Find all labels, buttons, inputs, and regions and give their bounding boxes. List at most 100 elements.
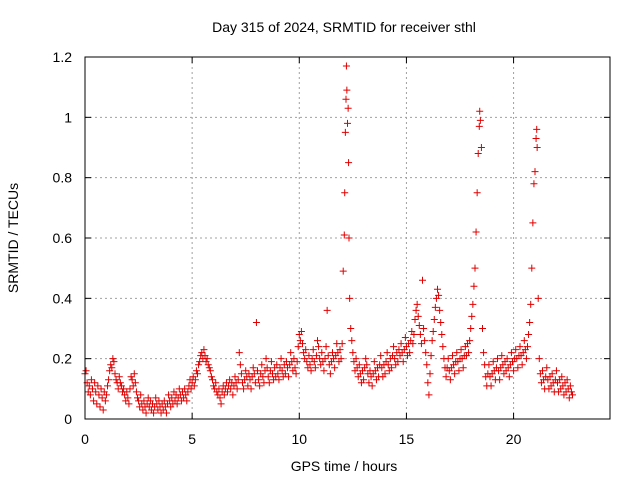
data-point — [455, 367, 463, 375]
y-tick-label: 0 — [64, 411, 72, 427]
data-point — [531, 168, 539, 176]
data-point — [429, 328, 437, 336]
data-point — [411, 315, 419, 323]
data-point — [347, 325, 355, 332]
data-point — [437, 318, 445, 326]
data-point — [337, 355, 345, 363]
data-point — [240, 385, 248, 393]
data-point — [567, 388, 575, 396]
data-point — [505, 373, 513, 381]
data-point — [459, 364, 467, 372]
data-point — [425, 391, 433, 399]
x-tick-label: 15 — [399, 431, 415, 447]
data-point — [342, 95, 350, 103]
data-point — [339, 267, 347, 275]
data-point — [91, 379, 99, 387]
data-point — [302, 346, 310, 354]
data-point — [92, 388, 100, 396]
data-point — [120, 385, 128, 393]
data-point — [128, 376, 136, 384]
data-point — [421, 337, 429, 345]
data-point — [278, 367, 286, 375]
y-tick-label: 0.8 — [53, 170, 73, 186]
data-point — [187, 385, 195, 393]
data-point — [98, 394, 106, 402]
data-point — [532, 134, 540, 142]
data-point — [110, 358, 118, 366]
data-point — [473, 189, 481, 197]
data-point — [430, 315, 438, 323]
data-point — [82, 367, 90, 375]
data-point — [494, 355, 501, 363]
data-point — [274, 370, 282, 378]
data-point — [207, 373, 215, 381]
data-point — [503, 355, 511, 363]
data-point — [512, 346, 520, 354]
data-point — [529, 219, 537, 227]
data-point — [123, 388, 131, 396]
data-point — [341, 128, 349, 136]
data-point — [140, 397, 148, 405]
data-point — [434, 285, 441, 293]
data-point — [368, 382, 376, 390]
data-point — [406, 349, 414, 357]
data-point — [195, 361, 203, 369]
data-point — [231, 373, 239, 381]
data-point — [173, 400, 181, 408]
data-point — [181, 385, 189, 393]
data-point — [297, 328, 305, 336]
data-point — [235, 349, 243, 357]
data-point — [162, 409, 170, 417]
data-point — [108, 364, 116, 372]
data-point — [496, 376, 504, 384]
data-point — [124, 394, 132, 402]
data-point — [307, 367, 315, 375]
data-point — [485, 361, 493, 369]
data-point — [244, 382, 252, 390]
data-point — [384, 361, 392, 369]
data-point — [527, 300, 535, 308]
data-point — [514, 364, 522, 372]
data-point — [102, 391, 110, 399]
data-point — [569, 391, 576, 399]
data-point — [487, 382, 495, 390]
data-point — [310, 358, 318, 366]
data-point — [346, 294, 354, 302]
data-point — [377, 352, 385, 360]
data-point — [510, 367, 518, 375]
data-point — [105, 376, 113, 384]
data-point — [168, 394, 176, 402]
x-tick-label: 10 — [291, 431, 307, 447]
data-point — [115, 373, 123, 381]
data-point — [468, 312, 476, 320]
data-point — [469, 300, 477, 308]
data-point — [125, 400, 133, 408]
data-point — [224, 388, 231, 396]
data-point — [94, 382, 102, 390]
data-point — [426, 370, 434, 378]
data-point — [206, 367, 214, 375]
data-point — [150, 409, 158, 417]
data-point — [533, 125, 541, 133]
data-point — [526, 318, 534, 326]
data-point — [109, 355, 117, 363]
data-point — [242, 367, 250, 375]
data-point — [409, 340, 417, 348]
data-point — [107, 361, 115, 369]
data-point — [534, 294, 542, 302]
data-point — [229, 391, 237, 399]
data-point — [212, 379, 220, 387]
data-point — [438, 331, 446, 339]
data-point — [363, 361, 371, 369]
data-point — [516, 343, 524, 351]
data-point — [251, 379, 259, 387]
data-point — [205, 364, 213, 372]
data-point — [558, 373, 566, 381]
data-point — [535, 355, 543, 363]
data-point — [299, 340, 306, 348]
data-point — [137, 391, 145, 399]
data-point — [442, 373, 450, 381]
data-point — [305, 352, 313, 360]
data-point — [203, 355, 211, 363]
data-point — [489, 358, 497, 366]
